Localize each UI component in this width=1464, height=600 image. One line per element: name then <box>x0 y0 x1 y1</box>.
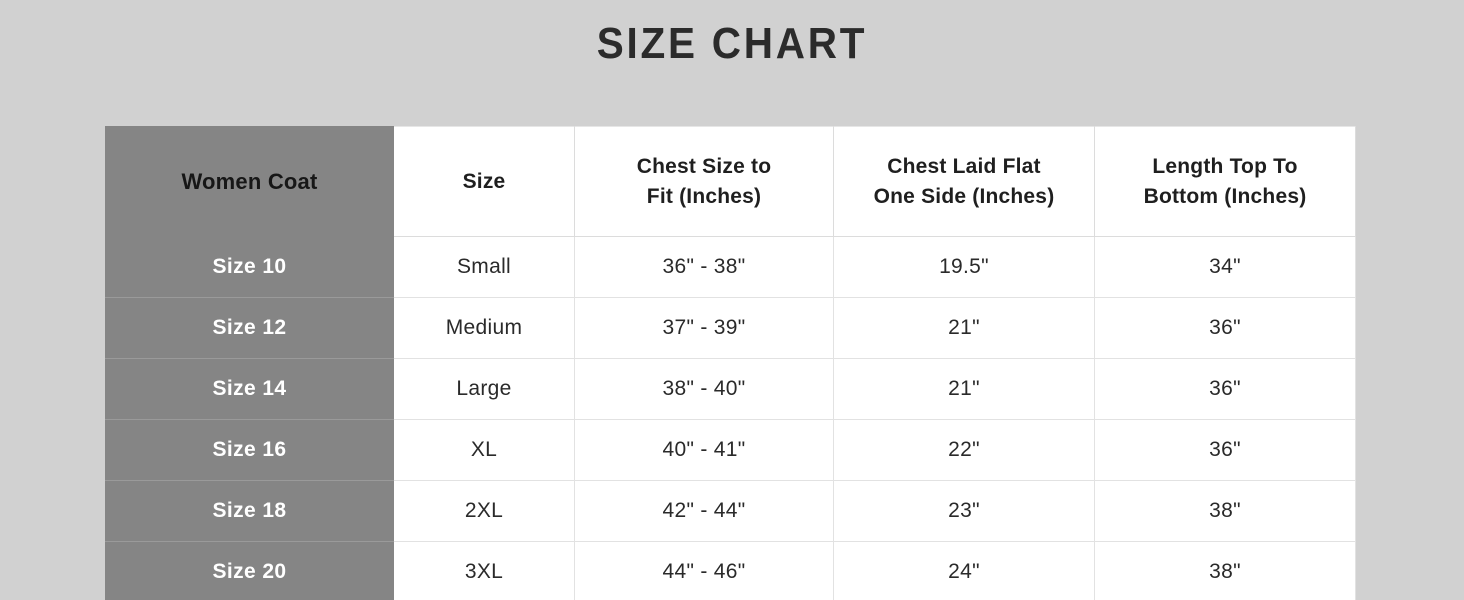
row-chest-flat: 21" <box>833 297 1095 359</box>
column-header-size: Size <box>393 126 575 237</box>
table-body: Size 10 Small 36" - 38" 19.5" 34" Size 1… <box>105 236 1356 600</box>
row-label: Size 20 <box>105 541 394 600</box>
row-chest-fit: 37" - 39" <box>574 297 834 359</box>
row-label: Size 10 <box>105 236 394 298</box>
column-header-length-top-to-bottom: Length Top To Bottom (Inches) <box>1094 126 1356 237</box>
row-chest-flat: 23" <box>833 480 1095 542</box>
column-header-length-top-to-bottom-line1: Length Top To <box>1152 154 1298 178</box>
column-header-chest-size-to-fit: Chest Size to Fit (Inches) <box>574 126 834 237</box>
table-row: Size 10 Small 36" - 38" 19.5" 34" <box>105 236 1356 298</box>
row-size: 3XL <box>393 541 575 600</box>
row-size: 2XL <box>393 480 575 542</box>
row-chest-flat: 22" <box>833 419 1095 481</box>
row-chest-flat: 21" <box>833 358 1095 420</box>
table-header: Women Coat Size Chest Size to Fit (Inche… <box>105 126 1356 237</box>
row-length: 38" <box>1094 480 1356 542</box>
column-header-chest-size-to-fit-line2: Fit (Inches) <box>646 184 762 208</box>
row-chest-flat: 24" <box>833 541 1095 600</box>
column-header-chest-laid-flat: Chest Laid Flat One Side (Inches) <box>833 126 1095 237</box>
size-chart-table-container: Women Coat Size Chest Size to Fit (Inche… <box>105 126 1356 600</box>
row-chest-flat: 19.5" <box>833 236 1095 298</box>
row-chest-fit: 40" - 41" <box>574 419 834 481</box>
row-label: Size 18 <box>105 480 394 542</box>
column-header-chest-size-to-fit-line1: Chest Size to <box>636 154 772 178</box>
table-row: Size 18 2XL 42" - 44" 23" 38" <box>105 480 1356 542</box>
row-chest-fit: 42" - 44" <box>574 480 834 542</box>
table-row: Size 12 Medium 37" - 39" 21" 36" <box>105 297 1356 359</box>
page-title: SIZE CHART <box>596 19 868 68</box>
column-header-length-top-to-bottom-line2: Bottom (Inches) <box>1143 184 1307 208</box>
column-header-women-coat: Women Coat <box>105 126 394 237</box>
row-length: 34" <box>1094 236 1356 298</box>
row-size: Medium <box>393 297 575 359</box>
row-chest-fit: 44" - 46" <box>574 541 834 600</box>
row-length: 36" <box>1094 297 1356 359</box>
row-length: 38" <box>1094 541 1356 600</box>
column-header-chest-laid-flat-line1: Chest Laid Flat <box>887 154 1041 178</box>
size-chart-table: Women Coat Size Chest Size to Fit (Inche… <box>105 126 1356 600</box>
table-row: Size 20 3XL 44" - 46" 24" 38" <box>105 541 1356 600</box>
column-header-chest-laid-flat-line2: One Side (Inches) <box>873 184 1055 208</box>
row-label: Size 14 <box>105 358 394 420</box>
row-label: Size 16 <box>105 419 394 481</box>
table-row: Size 14 Large 38" - 40" 21" 36" <box>105 358 1356 420</box>
row-label: Size 12 <box>105 297 394 359</box>
row-length: 36" <box>1094 358 1356 420</box>
row-length: 36" <box>1094 419 1356 481</box>
row-chest-fit: 38" - 40" <box>574 358 834 420</box>
row-size: Small <box>393 236 575 298</box>
row-size: Large <box>393 358 575 420</box>
row-chest-fit: 36" - 38" <box>574 236 834 298</box>
table-header-row: Women Coat Size Chest Size to Fit (Inche… <box>105 126 1356 237</box>
row-size: XL <box>393 419 575 481</box>
table-row: Size 16 XL 40" - 41" 22" 36" <box>105 419 1356 481</box>
